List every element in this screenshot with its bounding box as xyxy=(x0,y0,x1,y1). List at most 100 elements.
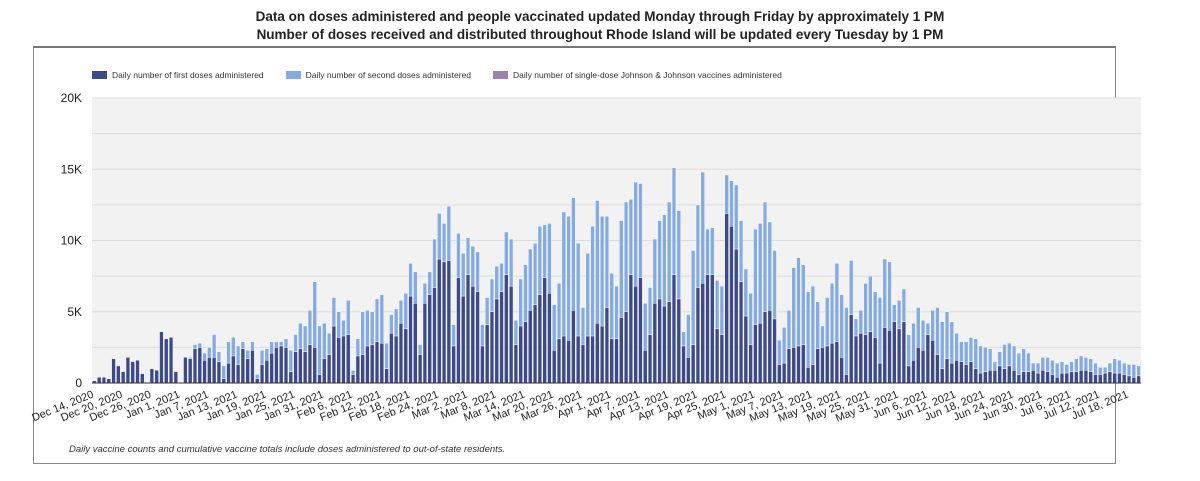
bar-second-dose xyxy=(844,307,849,375)
bar-first-dose xyxy=(858,332,863,384)
bar-second-dose xyxy=(892,304,897,322)
bar-first-dose xyxy=(269,352,274,384)
bar-second-dose xyxy=(1021,348,1026,372)
bar-second-dose xyxy=(877,297,883,364)
bar-first-dose xyxy=(992,369,998,384)
bar-first-dose xyxy=(518,325,523,384)
bar-first-dose xyxy=(873,337,878,384)
bar-first-dose xyxy=(130,361,135,384)
bar-second-dose xyxy=(1016,352,1021,375)
bar-second-dose xyxy=(916,307,921,348)
bar-first-dose xyxy=(714,328,720,384)
bar-second-dose xyxy=(422,283,427,304)
legend-label-jj: Daily number of single-dose Johnson & Jo… xyxy=(513,70,782,80)
bar-second-dose xyxy=(681,331,686,347)
bar-first-dose xyxy=(451,345,456,384)
bar-first-dose xyxy=(1126,375,1132,384)
bar-first-dose xyxy=(528,310,533,384)
bar-first-dose xyxy=(882,327,887,384)
bar-second-dose xyxy=(614,285,619,340)
bar-second-dose xyxy=(245,350,250,359)
legend-item-first[interactable]: Daily number of first doses administered xyxy=(92,70,264,80)
bar-first-dose xyxy=(379,342,384,384)
bar-second-dose xyxy=(509,238,514,287)
bar-second-dose xyxy=(609,273,614,340)
bar-first-dose xyxy=(125,357,131,384)
legend-swatch-second xyxy=(285,71,301,79)
bar-second-dose xyxy=(293,334,298,352)
bar-first-dose xyxy=(370,344,375,384)
bar-first-dose xyxy=(561,335,566,384)
bar-first-dose xyxy=(427,294,432,384)
bar-second-dose xyxy=(973,338,978,369)
bar-first-dose xyxy=(1098,374,1103,384)
bar-first-dose xyxy=(1045,371,1050,384)
bar-second-dose xyxy=(791,267,796,348)
bar-second-dose xyxy=(465,237,471,275)
legend-item-jj[interactable]: Daily number of single-dose Johnson & Jo… xyxy=(493,70,782,80)
bar-second-dose xyxy=(1107,362,1112,372)
bar-first-dose xyxy=(279,345,284,384)
footnote: Daily vaccine counts and cumulative vacc… xyxy=(69,444,506,455)
bar-second-dose xyxy=(331,297,336,327)
bar-second-dose xyxy=(221,365,226,379)
bar-first-dose xyxy=(758,322,763,384)
y-tick-label: 15K xyxy=(61,162,82,176)
bar-first-dose xyxy=(676,298,681,384)
bar-first-dose xyxy=(844,374,849,384)
bar-first-dose xyxy=(403,328,408,384)
bar-first-dose xyxy=(767,310,772,384)
y-tick-label: 5K xyxy=(67,305,82,319)
bar-first-dose xyxy=(231,355,236,384)
bar-first-dose xyxy=(475,291,480,384)
bar-second-dose xyxy=(556,283,562,340)
bar-first-dose xyxy=(111,358,116,384)
bar-second-dose xyxy=(561,211,566,337)
bar-second-dose xyxy=(714,280,720,330)
bar-first-dose xyxy=(705,274,710,384)
bar-first-dose xyxy=(839,357,844,384)
bar-second-dose xyxy=(758,223,763,324)
bar-first-dose xyxy=(523,321,528,384)
bar-first-dose xyxy=(571,310,576,384)
bar-first-dose xyxy=(259,364,265,384)
bar-first-dose xyxy=(106,378,111,384)
bar-first-dose xyxy=(446,260,451,384)
bar-second-dose xyxy=(418,344,423,355)
bar-second-dose xyxy=(513,320,519,345)
bar-first-dose xyxy=(978,372,983,384)
bar-first-dose xyxy=(312,347,317,384)
bar-first-dose xyxy=(255,378,260,384)
bar-second-dose xyxy=(336,311,341,338)
bar-second-dose xyxy=(743,268,748,317)
bar-first-dose xyxy=(97,377,102,384)
bar-first-dose xyxy=(197,347,202,384)
bar-first-dose xyxy=(322,358,327,384)
bar-second-dose xyxy=(188,357,193,359)
bar-first-dose xyxy=(480,345,485,384)
legend-item-second[interactable]: Daily number of second doses administere… xyxy=(285,70,471,80)
bar-second-dose xyxy=(1098,367,1103,375)
bar-second-dose xyxy=(365,310,370,347)
bar-second-dose xyxy=(202,352,207,361)
bar-first-dose xyxy=(355,355,360,384)
bar-second-dose xyxy=(1059,361,1065,374)
bar-second-dose xyxy=(283,338,289,348)
bar-first-dose xyxy=(815,348,820,384)
bar-first-dose xyxy=(825,345,830,384)
bar-first-dose xyxy=(576,335,581,384)
bar-second-dose xyxy=(782,327,787,364)
bar-first-dose xyxy=(686,357,691,384)
bar-first-dose xyxy=(820,347,825,384)
bar-first-dose xyxy=(327,354,332,384)
bar-second-dose xyxy=(868,275,873,332)
bar-second-dose xyxy=(767,221,772,311)
bar-first-dose xyxy=(585,335,590,384)
bar-first-dose xyxy=(1112,372,1117,384)
bar-second-dose xyxy=(1083,357,1089,371)
bar-second-dose xyxy=(1069,361,1074,372)
bar-second-dose xyxy=(944,311,950,359)
bar-second-dose xyxy=(834,263,839,342)
bar-first-dose xyxy=(149,368,154,384)
bar-second-dose xyxy=(753,228,758,325)
